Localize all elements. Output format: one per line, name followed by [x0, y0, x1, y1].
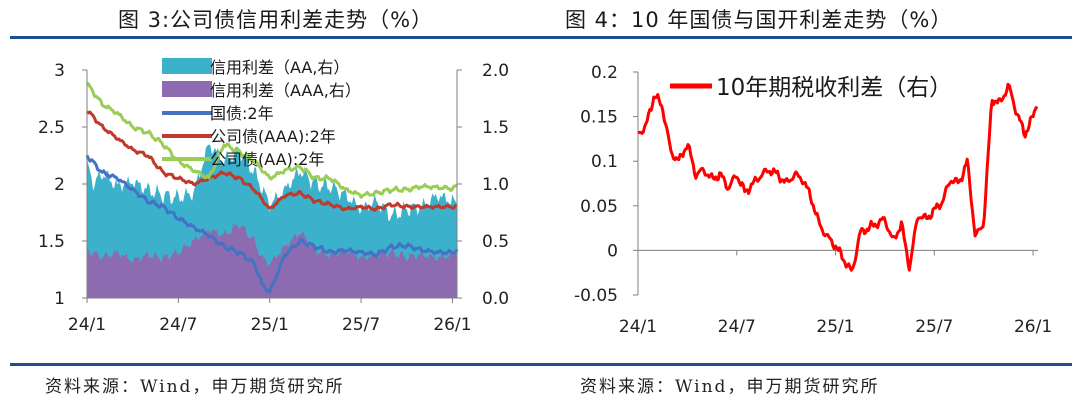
legend-label-1: 信用利差（AA,右）: [210, 58, 349, 77]
chart-title-right: 图 4：10 年国债与国开利差走势（%）: [565, 8, 953, 32]
bottom-divider: [10, 363, 1072, 366]
area-series-2: [87, 224, 457, 298]
y-tick-label-right: 1.0: [482, 175, 509, 195]
line-series-4: [86, 110, 458, 212]
x-tick-label: 25/7: [915, 317, 953, 337]
top-divider: [10, 36, 1072, 39]
legend-label-1: 10年期税收利差（右）: [716, 75, 952, 101]
y-tick-label-left: 2: [54, 175, 65, 195]
legend-swatch-1: [162, 58, 212, 74]
x-tick-label: 25/7: [342, 315, 380, 335]
y-tick-label: 0.15: [580, 108, 618, 128]
y-tick-label-right: 1.5: [482, 118, 509, 138]
x-tick-label: 26/1: [433, 315, 471, 335]
line-series-1: [637, 82, 1039, 272]
legend-label-2: 信用利差（AAA,右）: [210, 81, 361, 100]
tax-spread-chart: -0.05 0 0.05 0.1 0.15 0.2 24/1 24/7 25/1 25/7 26/1…: [574, 63, 1052, 337]
source-note-left: 资料来源：Wind，申万期货研究所: [45, 377, 345, 397]
y-tick-label-left: 2.5: [38, 118, 65, 138]
legend-label-4: 公司债(AAA):2年: [210, 127, 336, 146]
x-tick-label: 24/1: [619, 317, 657, 337]
x-tick-label: 24/7: [718, 317, 756, 337]
line-series-5: [86, 82, 458, 199]
y-tick-label: 0.05: [580, 197, 618, 217]
y-tick-label-left: 3: [54, 61, 65, 81]
y-tick-label-left: 1.5: [38, 232, 65, 252]
y-tick-label: 0: [607, 241, 618, 261]
credit-spread-chart: 1 1.5 2 2.5 3 0.0 0.5 1.0 1.5 2.0 24/1 24/7 25/1 25/7…: [38, 58, 509, 335]
legend-label-3: 国债:2年: [210, 104, 274, 123]
y-tick-label-right: 0.0: [482, 289, 509, 309]
x-tick-label: 24/1: [68, 315, 106, 335]
y-tick-label-right: 0.5: [482, 232, 509, 252]
legend-label-5: 公司债(AA):2年: [210, 150, 324, 169]
x-tick-label: 24/7: [159, 315, 197, 335]
y-tick-label: -0.05: [574, 286, 618, 306]
y-tick-label-left: 1: [54, 289, 65, 309]
line-series-3: [85, 154, 459, 294]
x-tick-label: 25/1: [816, 317, 854, 337]
chart-title-left: 图 3:公司债信用利差走势（%）: [118, 8, 434, 32]
legend-swatch-2: [162, 81, 212, 97]
y-tick-label-right: 2.0: [482, 61, 509, 81]
y-tick-label: 0.2: [591, 63, 618, 83]
source-note-right: 资料来源：Wind，申万期货研究所: [580, 377, 880, 397]
y-tick-label: 0.1: [591, 152, 618, 172]
x-tick-label: 25/1: [251, 315, 289, 335]
x-tick-label: 26/1: [1014, 317, 1052, 337]
